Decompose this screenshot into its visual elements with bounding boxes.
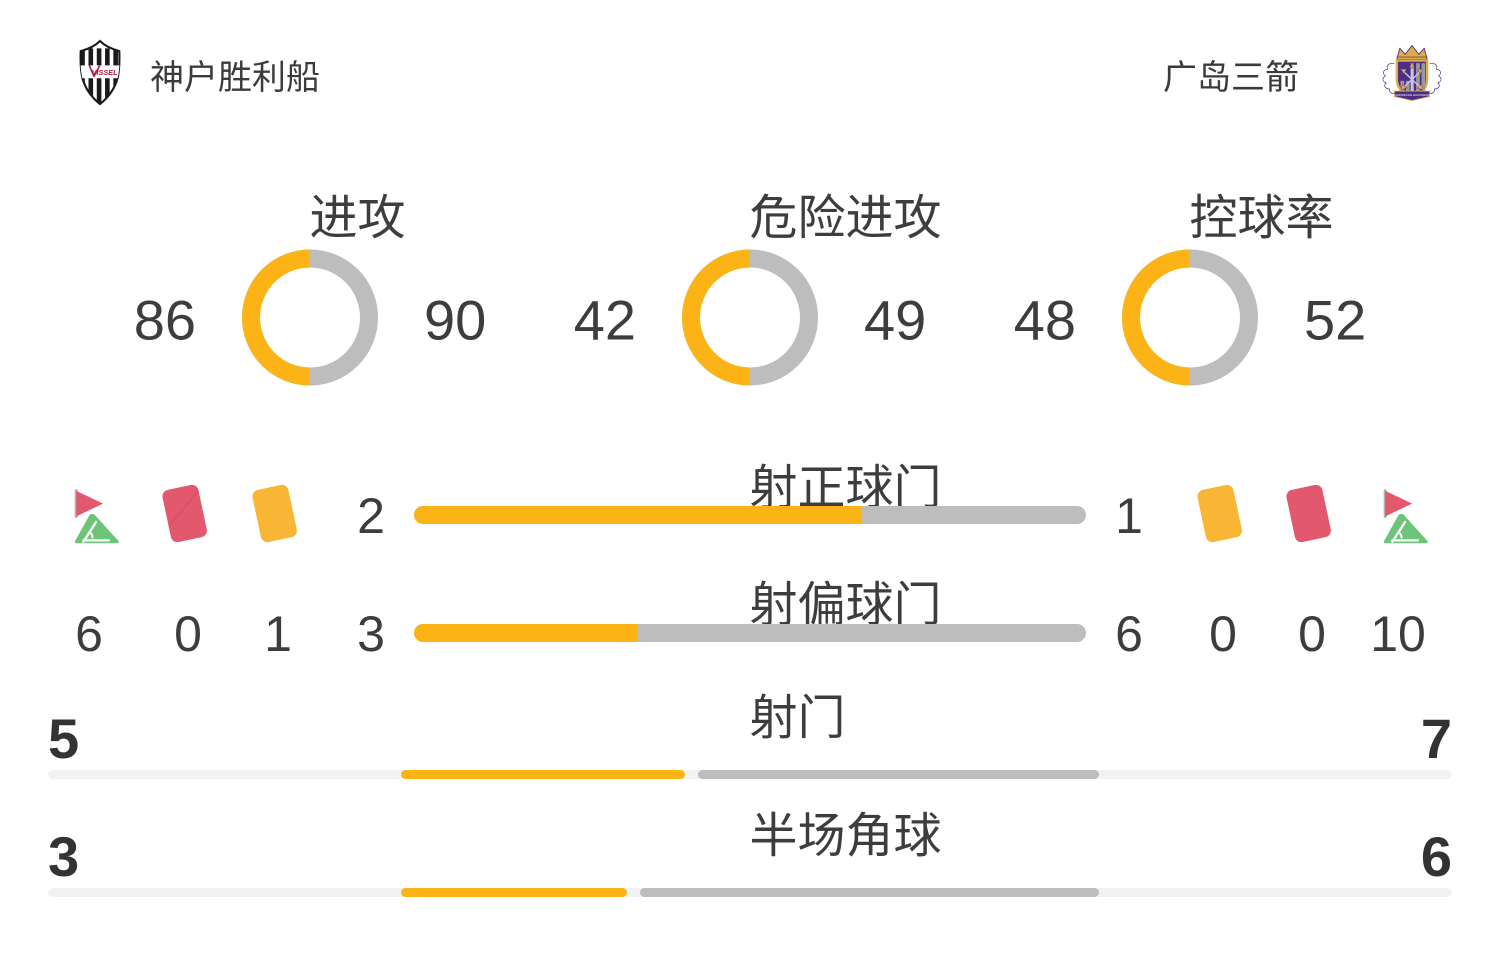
svg-text:SANFRECCE HIROSHIMA: SANFRECCE HIROSHIMA: [1393, 93, 1431, 97]
